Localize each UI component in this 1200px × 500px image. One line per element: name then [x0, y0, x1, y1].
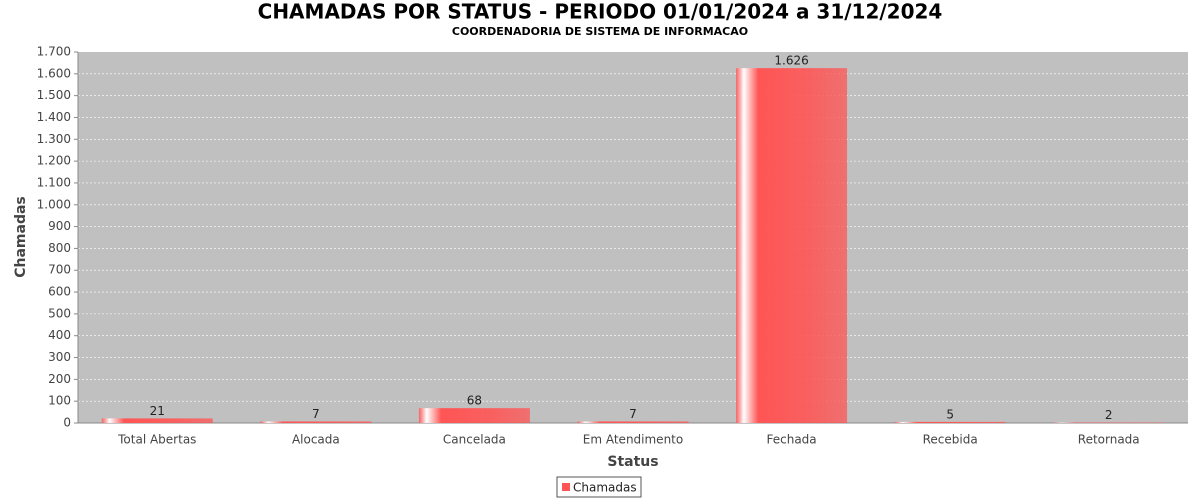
y-tick-label: 300 [48, 350, 71, 364]
y-tick-label: 1.500 [37, 88, 71, 102]
y-tick-label: 200 [48, 372, 71, 386]
x-axis-label: Status [607, 454, 658, 470]
x-tick-label: Cancelada [443, 433, 506, 447]
value-label: 7 [629, 407, 637, 421]
y-tick-label: 1.100 [37, 175, 71, 189]
y-tick-label: 1.600 [37, 66, 71, 80]
y-tick-label: 400 [48, 328, 71, 342]
x-tick-label: Fechada [766, 433, 816, 447]
y-tick-label: 500 [48, 306, 71, 320]
chart-title: CHAMADAS POR STATUS - PERIODO 01/01/2024… [258, 0, 943, 24]
x-tick-label: Total Abertas [117, 433, 196, 447]
y-tick-label: 900 [48, 219, 71, 233]
y-tick-label: 1.200 [37, 154, 71, 168]
y-tick-label: 1.000 [37, 197, 71, 211]
chart-subtitle: COORDENADORIA DE SISTEMA DE INFORMACAO [452, 25, 748, 38]
bar [260, 421, 372, 423]
y-tick-label: 1.700 [37, 45, 71, 59]
x-tick-label: Recebida [923, 433, 978, 447]
y-tick-label: 1.300 [37, 132, 71, 146]
legend-box [556, 476, 642, 498]
x-tick-label: Alocada [292, 433, 340, 447]
y-axis-label: Chamadas [13, 196, 29, 278]
y-tick-label: 700 [48, 263, 71, 277]
value-label: 1.626 [774, 54, 808, 68]
value-label: 7 [312, 407, 320, 421]
plot-area [78, 52, 1188, 423]
bar [418, 408, 530, 423]
y-tick-label: 100 [48, 394, 71, 408]
y-tick-label: 600 [48, 285, 71, 299]
value-label: 2 [1105, 408, 1113, 422]
value-label: 68 [467, 394, 482, 408]
y-tick-label: 800 [48, 241, 71, 255]
x-tick-label: Retornada [1078, 433, 1140, 447]
bar [577, 421, 689, 423]
bar [101, 418, 213, 423]
legend-label: Chamadas [573, 481, 637, 495]
y-tick-label: 1.400 [37, 110, 71, 124]
value-label: 5 [946, 407, 954, 421]
value-label: 21 [150, 404, 165, 418]
bar [894, 421, 1006, 423]
x-tick-label: Em Atendimento [583, 433, 683, 447]
bar [736, 68, 848, 423]
legend-swatch [562, 483, 570, 491]
y-tick-label: 0 [63, 416, 71, 430]
